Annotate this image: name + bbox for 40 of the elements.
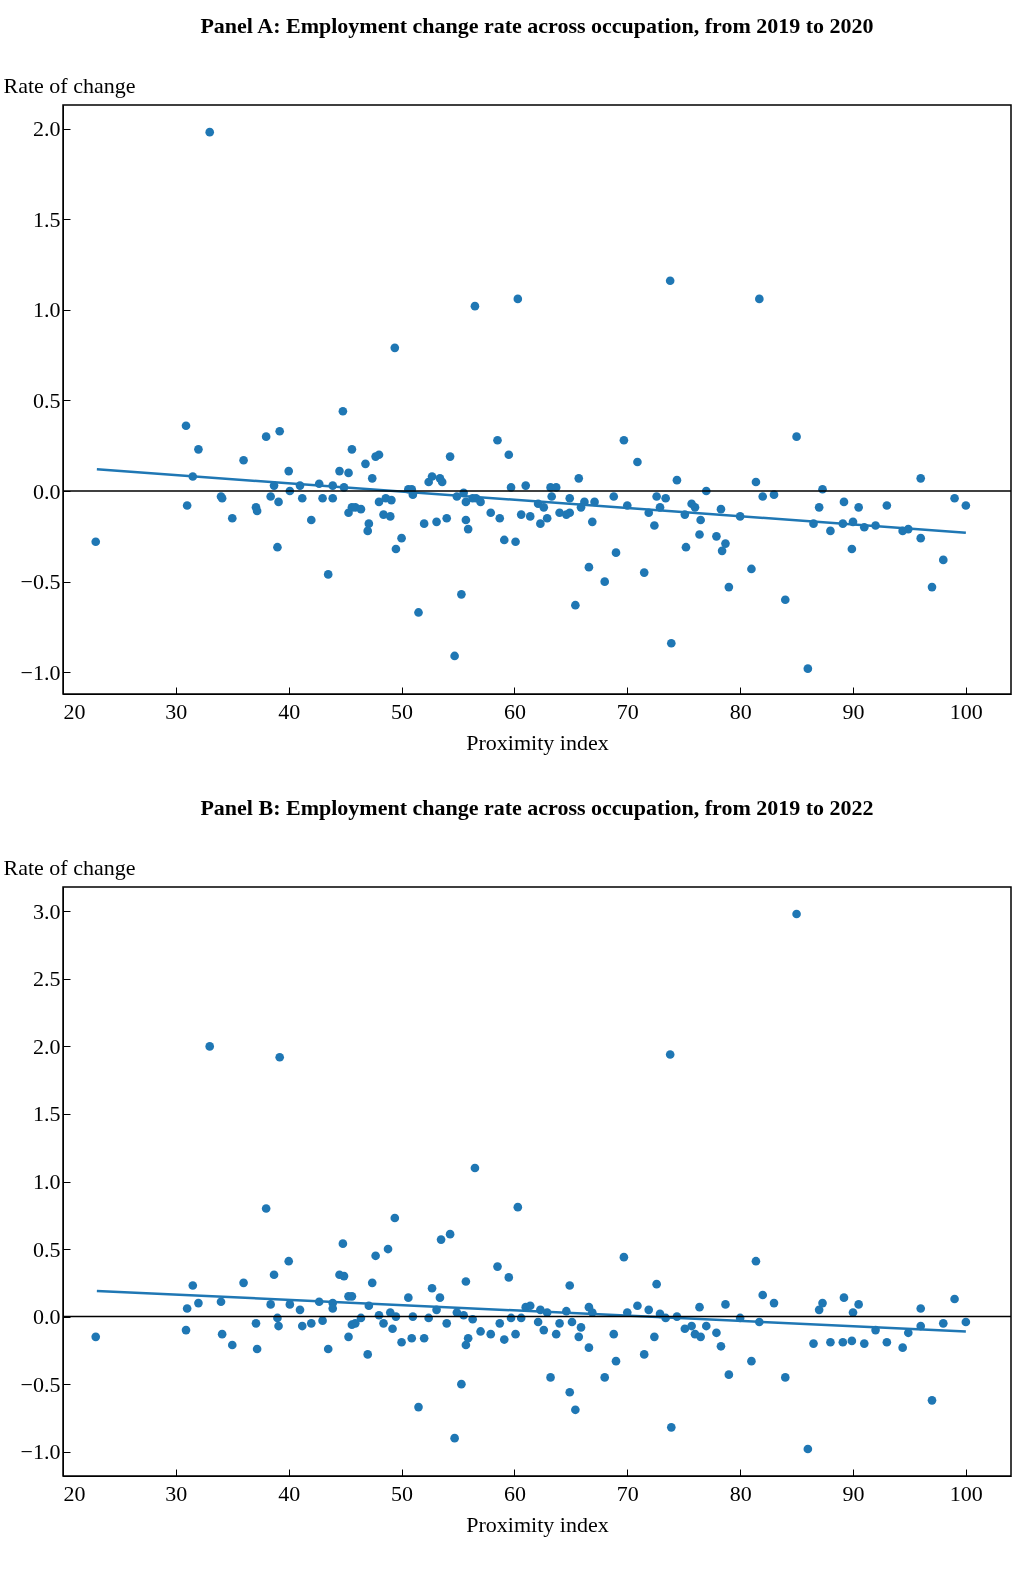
y-tick-label: 1.5 bbox=[33, 206, 61, 232]
chart-title: Panel A: Employment change rate across occupation, from 2019 to 2020 bbox=[200, 13, 874, 38]
y-tick-label: 2.5 bbox=[33, 966, 61, 992]
y-tick-label: 0.0 bbox=[33, 1304, 61, 1330]
y-tick-label: 1.0 bbox=[33, 1169, 61, 1194]
x-tick-label: 50 bbox=[391, 698, 414, 724]
y-tick-label: −1.0 bbox=[20, 659, 61, 685]
x-tick-label: 30 bbox=[165, 698, 188, 724]
y-tick-label: 1.5 bbox=[33, 1101, 61, 1127]
y-axis-title: Rate of change bbox=[3, 854, 136, 880]
y-tick-label: 0.5 bbox=[33, 387, 61, 413]
x-tick-label: 90 bbox=[842, 1480, 865, 1506]
y-tick-label: 0.5 bbox=[33, 1236, 61, 1262]
y-tick-label: 0.0 bbox=[33, 478, 61, 504]
x-axis-title: Proximity index bbox=[466, 729, 609, 755]
x-tick-label: 100 bbox=[949, 698, 983, 724]
x-tick-label: 60 bbox=[503, 1480, 526, 1506]
x-tick-label: 90 bbox=[842, 698, 865, 724]
y-tick-label: 2.0 bbox=[33, 116, 61, 142]
y-tick-label: 1.0 bbox=[33, 297, 61, 323]
y-tick-label: −0.5 bbox=[20, 569, 61, 595]
x-tick-label: 30 bbox=[165, 1480, 188, 1506]
y-tick-label: 3.0 bbox=[33, 898, 61, 924]
x-tick-label: 50 bbox=[391, 1480, 414, 1506]
x-tick-label: 60 bbox=[503, 698, 526, 724]
x-tick-label: 40 bbox=[278, 1480, 301, 1506]
x-tick-label: 80 bbox=[729, 1480, 752, 1506]
x-tick-label: 70 bbox=[616, 1480, 639, 1506]
x-tick-label: 100 bbox=[949, 1480, 983, 1506]
x-tick-label: 80 bbox=[729, 698, 752, 724]
y-tick-label: −0.5 bbox=[20, 1371, 61, 1397]
y-axis-title: Rate of change bbox=[3, 72, 136, 98]
x-axis-title: Proximity index bbox=[466, 1511, 609, 1537]
x-tick-label: 70 bbox=[616, 698, 639, 724]
y-tick-label: 2.0 bbox=[33, 1033, 61, 1059]
x-tick-label: 20 bbox=[63, 698, 86, 724]
x-tick-label: 20 bbox=[63, 1480, 86, 1506]
y-tick-label: −1.0 bbox=[20, 1439, 61, 1465]
chart-title: Panel B: Employment change rate across occupation, from 2019 to 2022 bbox=[200, 795, 874, 820]
x-tick-label: 40 bbox=[278, 698, 301, 724]
